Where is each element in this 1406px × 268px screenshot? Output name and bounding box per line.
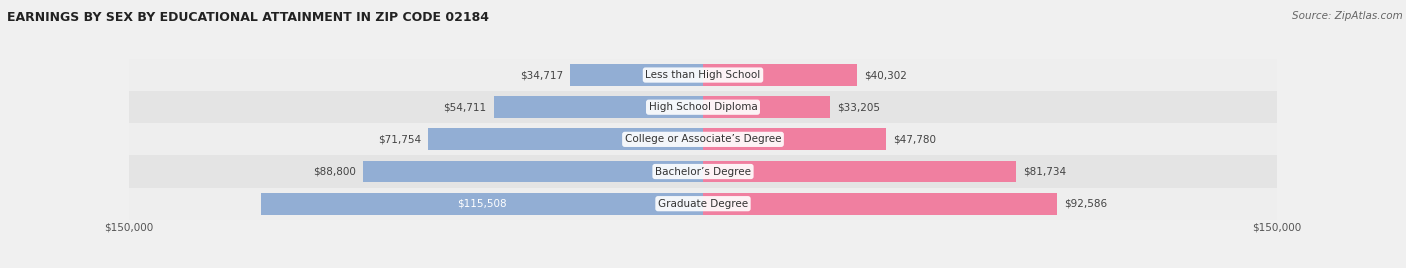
Text: Source: ZipAtlas.com: Source: ZipAtlas.com [1292, 11, 1403, 21]
Text: $71,754: $71,754 [378, 134, 422, 144]
Text: $92,586: $92,586 [1064, 199, 1108, 209]
Bar [703, 96, 830, 118]
Bar [129, 91, 1277, 123]
Bar [363, 161, 703, 183]
Text: $88,800: $88,800 [314, 166, 356, 177]
Text: College or Associate’s Degree: College or Associate’s Degree [624, 134, 782, 144]
Bar [494, 96, 703, 118]
Text: Less than High School: Less than High School [645, 70, 761, 80]
Text: Graduate Degree: Graduate Degree [658, 199, 748, 209]
Bar [262, 193, 703, 215]
Text: EARNINGS BY SEX BY EDUCATIONAL ATTAINMENT IN ZIP CODE 02184: EARNINGS BY SEX BY EDUCATIONAL ATTAINMEN… [7, 11, 489, 24]
Text: $81,734: $81,734 [1022, 166, 1066, 177]
Text: $54,711: $54,711 [443, 102, 486, 112]
Bar [129, 155, 1277, 188]
Text: Bachelor’s Degree: Bachelor’s Degree [655, 166, 751, 177]
Bar [703, 128, 886, 150]
Text: $33,205: $33,205 [837, 102, 880, 112]
Text: $47,780: $47,780 [893, 134, 936, 144]
Text: $115,508: $115,508 [457, 199, 506, 209]
Bar [129, 188, 1277, 220]
Bar [569, 64, 703, 86]
Bar [703, 193, 1057, 215]
Bar [429, 128, 703, 150]
Text: $34,717: $34,717 [520, 70, 564, 80]
Text: $40,302: $40,302 [865, 70, 907, 80]
Bar [129, 123, 1277, 155]
Bar [703, 64, 858, 86]
Bar [129, 59, 1277, 91]
Bar [703, 161, 1015, 183]
Text: High School Diploma: High School Diploma [648, 102, 758, 112]
